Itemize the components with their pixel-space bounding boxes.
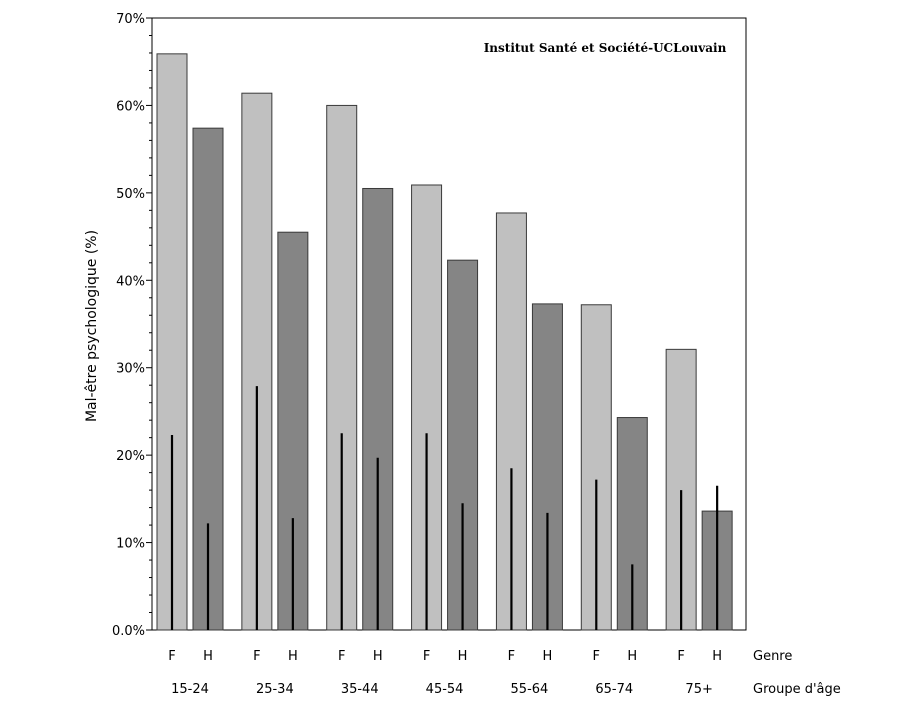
y-tick-label: 10% xyxy=(116,537,145,552)
y-tick-label: 0.0% xyxy=(112,624,145,639)
genre-tick-label: H xyxy=(627,649,637,664)
age-group-label: 35-44 xyxy=(341,682,379,697)
y-tick-label: 50% xyxy=(116,187,145,202)
y-tick-label: 30% xyxy=(116,362,145,377)
chart-annotation: Institut Santé et Société-UCLouvain xyxy=(484,41,727,55)
genre-tick-label: F xyxy=(677,649,684,664)
y-tick-label: 20% xyxy=(116,449,145,464)
y-tick-label: 60% xyxy=(116,99,145,114)
genre-tick-label: H xyxy=(203,649,213,664)
y-tick-label: 70% xyxy=(116,12,145,27)
genre-tick-label: H xyxy=(288,649,298,664)
age-group-label: 75+ xyxy=(685,682,712,697)
group-axis-label: Groupe d'âge xyxy=(753,682,841,697)
age-group-label: 15-24 xyxy=(171,682,209,697)
genre-tick-label: F xyxy=(168,649,175,664)
genre-tick-label: H xyxy=(373,649,383,664)
genre-tick-label: H xyxy=(458,649,468,664)
genre-tick-label: H xyxy=(543,649,553,664)
genre-tick-label: F xyxy=(423,649,430,664)
genre-tick-label: F xyxy=(338,649,345,664)
genre-tick-label: F xyxy=(593,649,600,664)
genre-tick-label: F xyxy=(253,649,260,664)
y-axis-title: Mal-être psychologique (%) xyxy=(84,230,100,422)
y-tick-label: 40% xyxy=(116,274,145,289)
genre-tick-label: H xyxy=(712,649,722,664)
genre-tick-label: F xyxy=(508,649,515,664)
age-group-label: 55-64 xyxy=(511,682,549,697)
age-group-label: 45-54 xyxy=(426,682,464,697)
age-group-label: 25-34 xyxy=(256,682,294,697)
genre-axis-label: Genre xyxy=(753,649,792,664)
age-group-label: 65-74 xyxy=(595,682,633,697)
